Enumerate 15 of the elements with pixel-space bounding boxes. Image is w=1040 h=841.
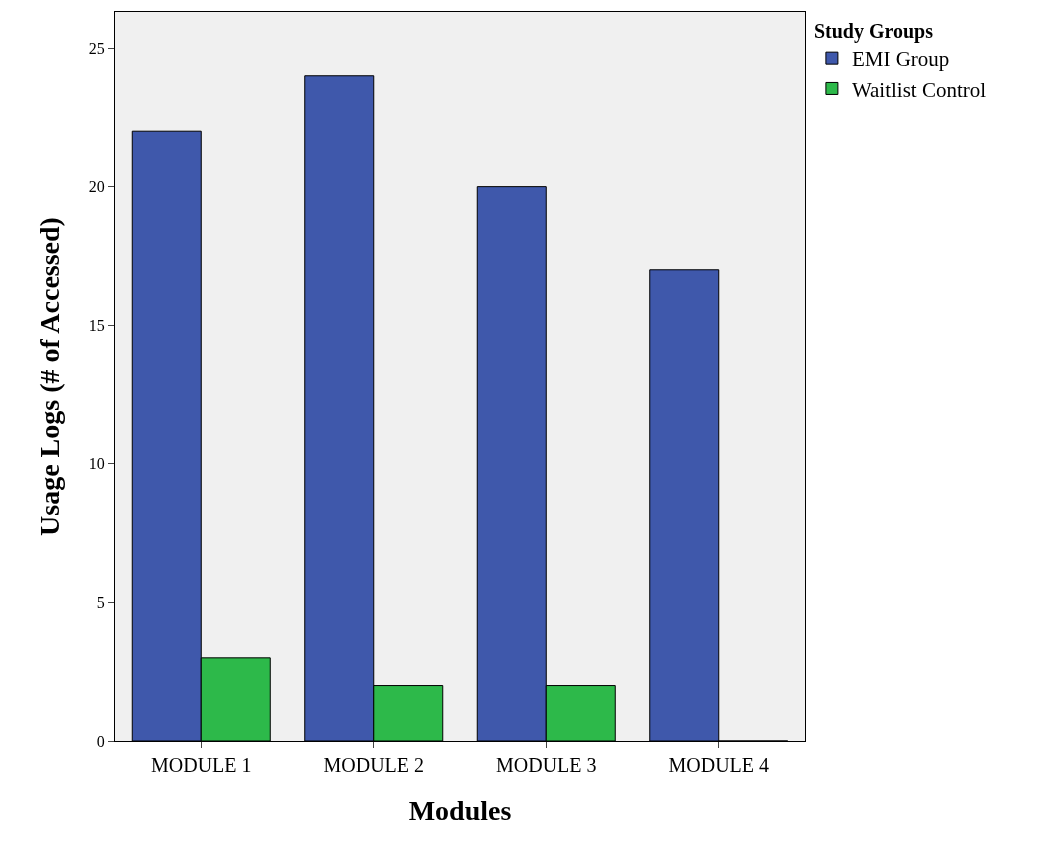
x-tick-label: MODULE 4 — [668, 754, 770, 776]
y-tick-label: 10 — [88, 455, 105, 473]
y-axis-title: Usage Logs (# of Accessed) — [34, 217, 66, 536]
legend-title: Study Groups — [813, 20, 934, 43]
y-tick-label: 15 — [88, 316, 105, 334]
x-tick-label: MODULE 1 — [150, 754, 252, 776]
y-tick-label: 0 — [96, 732, 105, 750]
x-tick-label: MODULE 3 — [495, 754, 597, 776]
legend-label: EMI Group — [851, 47, 950, 72]
y-tick-label: 20 — [88, 178, 105, 196]
x-tick-label: MODULE 2 — [323, 754, 425, 776]
legend-label: Waitlist Control — [851, 77, 987, 102]
y-tick-label: 25 — [88, 39, 105, 57]
x-axis-title: Modules — [408, 795, 512, 827]
y-tick-label: 5 — [96, 594, 105, 612]
